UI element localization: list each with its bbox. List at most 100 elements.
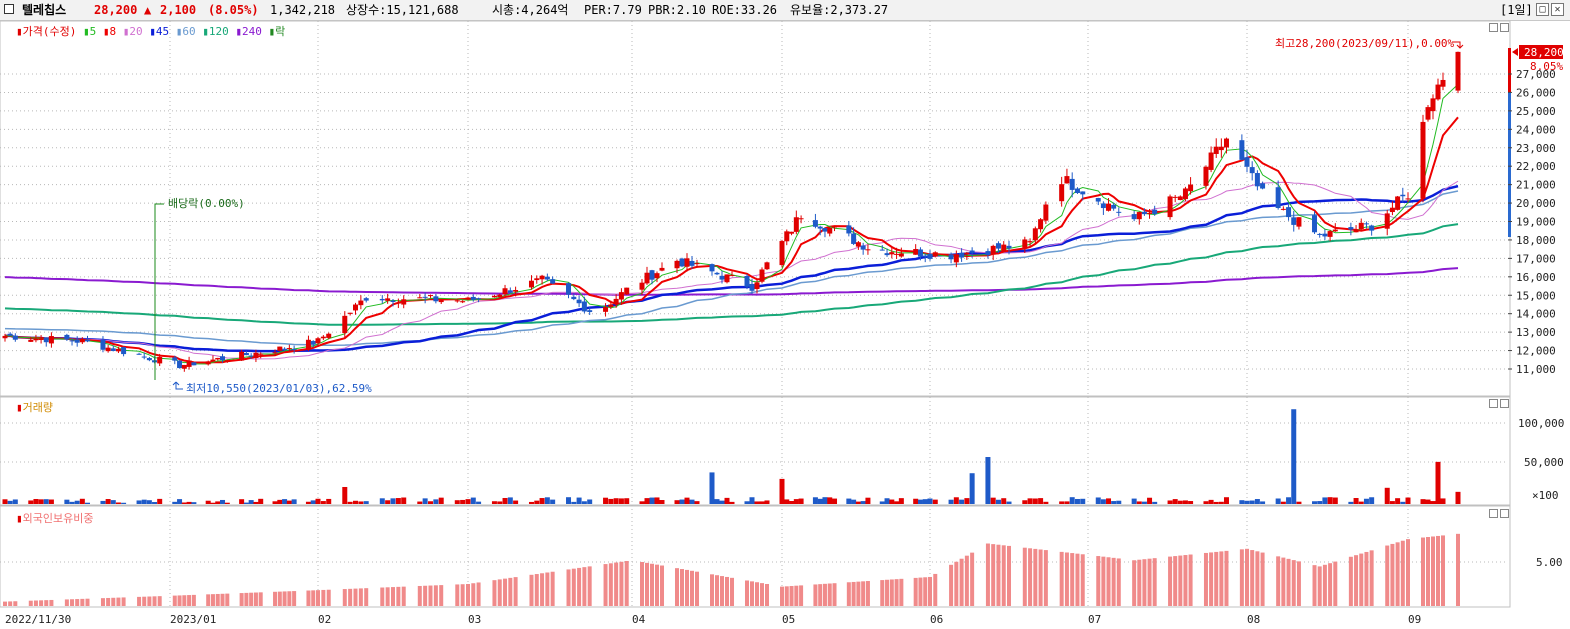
foreign-bar	[1038, 549, 1043, 606]
foreign-bar	[550, 571, 555, 606]
volume-bar	[1141, 501, 1147, 504]
candle	[793, 217, 799, 232]
maximize-icon[interactable]: □	[1536, 3, 1549, 16]
legend-ma60[interactable]: 60	[182, 25, 196, 38]
volume-title[interactable]: 거래량	[22, 401, 53, 414]
legend-ma240[interactable]: 240	[241, 25, 262, 38]
volume-bar	[1296, 501, 1302, 504]
volume-bar	[1440, 498, 1446, 504]
price-tick: 23,000	[1516, 142, 1556, 155]
volume-bar	[33, 498, 39, 504]
foreign-bar	[1431, 536, 1435, 606]
candle	[12, 335, 18, 340]
foreign-bar	[529, 574, 534, 606]
select-checkbox[interactable]	[4, 4, 14, 14]
volume-bar	[1291, 409, 1297, 504]
candle	[2, 335, 8, 339]
candle	[220, 356, 226, 361]
price-panel-minimize-icon[interactable]	[1489, 23, 1498, 32]
foreign-bar	[1456, 533, 1460, 606]
candle	[291, 349, 297, 351]
candle	[1389, 207, 1395, 213]
candle	[639, 282, 645, 290]
foreign-bar	[210, 594, 215, 606]
price-panel-close-icon[interactable]	[1500, 23, 1509, 32]
volume-bar	[7, 500, 13, 504]
volume-bar	[865, 497, 871, 504]
foreign-bar	[106, 597, 111, 606]
foreign-bar	[433, 585, 438, 606]
price-tick: 17,000	[1516, 252, 1556, 265]
close-icon[interactable]: ✕	[1551, 3, 1564, 16]
foreign-bar	[1147, 558, 1152, 606]
volume-bar	[1203, 501, 1209, 504]
candle	[544, 276, 550, 280]
candle	[1296, 217, 1302, 227]
price-axis: 27,000 26,000 25,000 24,000 23,000 22,000 21,0…	[1508, 68, 1556, 376]
foreign-bar	[137, 596, 142, 606]
foreign-bar	[640, 562, 644, 606]
foreign-bar	[172, 595, 177, 606]
stock-name[interactable]: 텔레칩스	[22, 3, 67, 17]
volume-bar	[719, 500, 725, 504]
candle	[964, 252, 970, 255]
candle	[253, 352, 259, 358]
price-tick: 22,000	[1516, 160, 1556, 173]
legend-ma20[interactable]: 20	[129, 25, 143, 38]
volume-bar	[1022, 500, 1028, 504]
price-tick: 24,000	[1516, 123, 1556, 136]
foreign-panel-minimize-icon[interactable]	[1489, 509, 1498, 518]
volume-bar	[1435, 461, 1441, 504]
volume-bar	[433, 499, 439, 504]
date-axis: 2022/11/30 2023/01 02 03 04 05 06 07 08 09	[5, 613, 1421, 626]
volume-bar	[1218, 501, 1224, 504]
volume-bar	[684, 497, 690, 504]
candle	[1136, 212, 1142, 220]
foreign-bar	[152, 596, 157, 606]
date-tick: 07	[1088, 613, 1101, 626]
foreign-bar	[1348, 556, 1353, 606]
volume-panel-minimize-icon[interactable]	[1489, 399, 1498, 408]
volume-bar	[79, 498, 85, 504]
foreign-bar	[991, 544, 996, 606]
volume-bar	[571, 501, 577, 504]
legend-ma8[interactable]: 8	[109, 25, 117, 38]
foreign-bar	[964, 555, 969, 606]
ma8-line	[4, 116, 1459, 364]
candle	[1074, 188, 1080, 194]
legend-price[interactable]: 가격(수정)	[22, 25, 77, 38]
volume-bar	[1182, 500, 1188, 504]
candle	[822, 228, 828, 232]
period-selector[interactable]: [1일]	[1500, 3, 1533, 17]
foreign-bar	[1276, 556, 1281, 606]
candle	[654, 273, 660, 279]
foreign-bar	[540, 573, 545, 606]
foreign-bar	[1116, 558, 1121, 606]
foreign-title[interactable]: 외국인보유비중	[22, 512, 94, 525]
foreign-panel-close-icon[interactable]	[1500, 509, 1509, 518]
candle	[115, 348, 121, 352]
foreign-bar	[577, 567, 582, 606]
volume-bar	[38, 499, 44, 504]
foreign-bar	[206, 594, 211, 606]
candle	[1384, 213, 1390, 229]
foreign-bar	[49, 599, 54, 606]
candle	[121, 347, 127, 355]
legend-ma120[interactable]: 120	[208, 25, 229, 38]
volume-bar	[310, 500, 316, 504]
volume-bar	[152, 502, 158, 504]
candle	[277, 346, 283, 351]
candle	[1348, 227, 1354, 230]
candle	[587, 310, 593, 312]
candle	[855, 242, 861, 247]
volume-panel-close-icon[interactable]	[1500, 399, 1509, 408]
volume-bar	[784, 499, 790, 504]
legend-ex-dividend[interactable]: 락	[275, 25, 286, 38]
foreign-bar	[33, 600, 38, 606]
legend-ma45[interactable]: 45	[155, 25, 170, 38]
volume-bar	[1043, 501, 1049, 504]
candle	[470, 296, 476, 300]
foreign-bar	[1250, 550, 1255, 606]
legend-ma5[interactable]: 5	[89, 25, 97, 38]
